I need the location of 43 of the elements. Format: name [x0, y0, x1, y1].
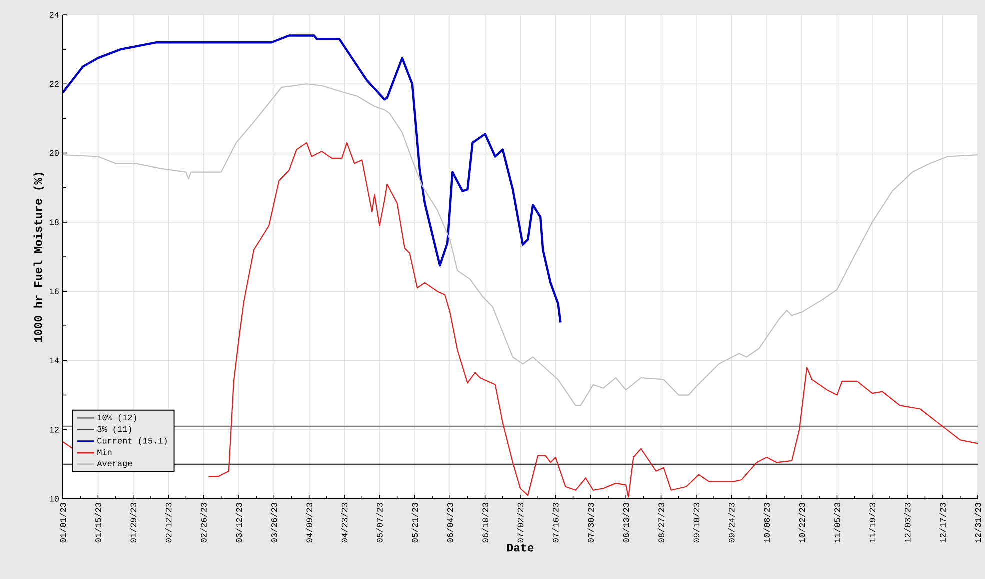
x-tick-label: 09/10/23 — [693, 503, 700, 543]
x-tick-label: 11/05/23 — [834, 503, 840, 543]
x-tick-label: 01/01/23 — [60, 503, 66, 543]
legend-label: 3% (11) — [98, 426, 132, 434]
x-tick-label: 10/08/23 — [764, 503, 770, 543]
x-tick-label: 06/04/23 — [447, 503, 454, 543]
y-tick-label: 22 — [50, 81, 59, 87]
line-series — [63, 34, 562, 324]
y-tick-label: 14 — [50, 358, 60, 364]
y-tick-label: 10 — [50, 496, 59, 502]
legend-label: Current (15.1) — [98, 438, 167, 446]
x-tick-label: 10/22/23 — [798, 503, 806, 543]
y-axis-title: 1000 hr Fuel Moisture (%) — [34, 173, 44, 342]
x-tick-label: 04/09/23 — [306, 503, 312, 543]
x-tick-label: 05/07/23 — [376, 503, 383, 543]
y-tick-label: 24 — [50, 12, 60, 18]
x-tick-label: 07/30/23 — [588, 503, 594, 543]
x-tick-label: 07/16/23 — [552, 503, 559, 543]
x-tick-label: 03/12/23 — [236, 503, 242, 543]
x-tick-label: 09/24/23 — [728, 503, 735, 543]
x-axis-title: Date — [508, 544, 534, 552]
x-tick-label: 03/26/23 — [271, 503, 278, 543]
x-tick-label: 06/18/23 — [482, 503, 488, 543]
x-tick-label: 07/02/23 — [517, 503, 524, 543]
x-tick-label: 02/12/23 — [165, 503, 172, 543]
y-tick-label: 20 — [50, 150, 59, 156]
x-tick-label: 05/21/23 — [412, 503, 418, 543]
series-label: Min — [98, 449, 112, 456]
x-tick-label: 12/17/23 — [940, 503, 946, 543]
x-tick-label: 04/23/23 — [341, 503, 348, 543]
x-tick-label: 08/13/23 — [622, 503, 630, 543]
x-tick-label: 11/19/23 — [869, 503, 876, 543]
y-tick-label: 18 — [50, 220, 59, 226]
x-tick-label: 01/29/23 — [130, 503, 136, 543]
y-tick-label: 16 — [50, 288, 59, 294]
legend-label: 10% (12) — [98, 414, 136, 422]
x-tick-label: 08/27/23 — [658, 503, 664, 543]
x-tick-label: 02/26/23 — [200, 503, 207, 543]
legend-label: Average — [97, 460, 132, 468]
x-tick-label: 12/03/23 — [904, 503, 911, 543]
y-tick-label: 12 — [50, 427, 59, 433]
x-tick-label: 12/31/23 — [974, 503, 982, 543]
x-tick-label: 01/15/23 — [95, 503, 102, 543]
